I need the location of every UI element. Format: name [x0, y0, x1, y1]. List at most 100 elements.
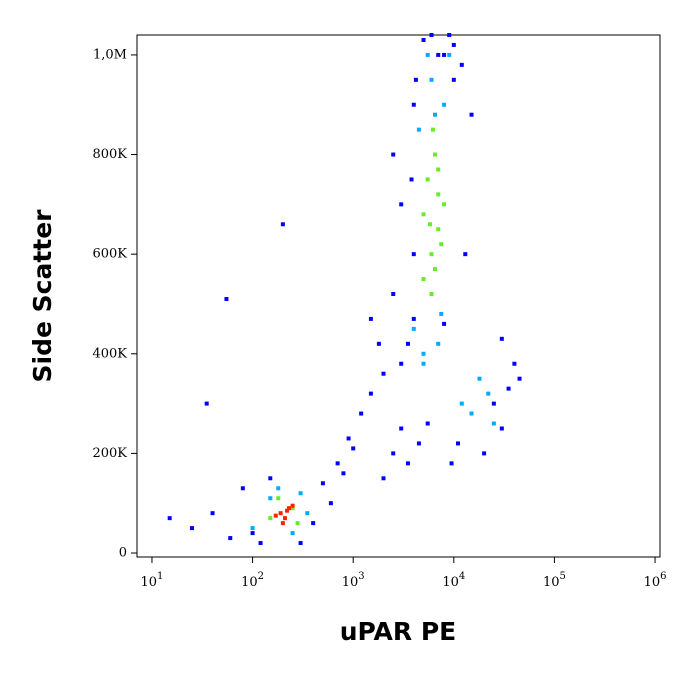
- point: [399, 202, 404, 207]
- point: [280, 521, 285, 526]
- point: [425, 177, 430, 182]
- point: [320, 481, 325, 486]
- point: [335, 461, 340, 466]
- point: [491, 421, 496, 426]
- point: [250, 531, 255, 536]
- point: [482, 451, 487, 456]
- point: [442, 102, 447, 107]
- point: [463, 252, 468, 257]
- point: [290, 506, 295, 511]
- y-tick-label: 200K: [92, 446, 127, 461]
- point: [399, 426, 404, 431]
- point: [425, 52, 430, 57]
- y-tick-label: 1,0M: [93, 47, 127, 62]
- point: [477, 376, 482, 381]
- x-tick-base: 10: [241, 575, 258, 590]
- point: [283, 516, 288, 521]
- point: [268, 476, 273, 481]
- point: [442, 321, 447, 326]
- point: [368, 391, 373, 396]
- point: [517, 376, 522, 381]
- point: [405, 461, 410, 466]
- x-tick-label: 101: [141, 571, 164, 590]
- point: [305, 511, 310, 516]
- x-tick-label: 106: [644, 571, 667, 590]
- point: [290, 531, 295, 536]
- x-tick-exponent: 1: [157, 571, 163, 582]
- point: [432, 112, 437, 117]
- x-tick-exponent: 3: [358, 571, 364, 582]
- point: [459, 62, 464, 67]
- point: [429, 252, 434, 257]
- point: [421, 361, 426, 366]
- point: [429, 292, 434, 297]
- point: [298, 491, 303, 496]
- point: [295, 521, 300, 526]
- point: [421, 212, 426, 217]
- point: [428, 222, 433, 227]
- point: [359, 411, 364, 416]
- point: [459, 401, 464, 406]
- point: [436, 341, 441, 346]
- point: [228, 536, 233, 541]
- point: [341, 471, 346, 476]
- point: [436, 192, 441, 197]
- x-tick-exponent: 5: [560, 571, 566, 582]
- point: [421, 37, 426, 42]
- point: [432, 267, 437, 272]
- point: [224, 296, 229, 301]
- point: [250, 526, 255, 531]
- point: [469, 112, 474, 117]
- point: [280, 222, 285, 227]
- point: [447, 52, 452, 57]
- y-tick-label: 800K: [92, 147, 127, 162]
- x-tick-base: 10: [141, 575, 158, 590]
- point: [430, 127, 435, 132]
- x-tick-base: 10: [442, 575, 459, 590]
- point: [439, 311, 444, 316]
- x-tick-exponent: 4: [459, 571, 465, 582]
- plot-frame: [136, 34, 661, 558]
- point: [442, 52, 447, 57]
- x-tick-label: 105: [543, 571, 566, 590]
- point: [285, 508, 290, 513]
- point: [278, 511, 283, 516]
- point: [190, 526, 195, 531]
- x-tick-exponent: 2: [258, 571, 264, 582]
- point: [381, 371, 386, 376]
- x-axis-title: uPAR PE: [340, 617, 457, 646]
- point: [429, 77, 434, 82]
- y-tick-label: 0: [119, 546, 127, 561]
- point: [411, 326, 416, 331]
- point: [413, 77, 418, 82]
- x-tick-base: 10: [342, 575, 359, 590]
- point: [346, 436, 351, 441]
- point: [258, 541, 263, 546]
- point: [298, 541, 303, 546]
- x-tick-label: 103: [342, 571, 365, 590]
- point: [351, 446, 356, 451]
- point: [286, 506, 291, 511]
- x-tick-label: 102: [241, 571, 264, 590]
- point: [421, 277, 426, 282]
- point: [409, 177, 414, 182]
- point: [290, 503, 295, 508]
- point: [442, 202, 447, 207]
- y-axis-title: Side Scatter: [28, 209, 57, 383]
- x-tick-base: 10: [644, 575, 661, 590]
- point: [486, 391, 491, 396]
- point: [447, 33, 452, 37]
- point: [416, 441, 421, 446]
- point: [411, 252, 416, 257]
- point: [405, 341, 410, 346]
- point: [451, 77, 456, 82]
- point: [204, 401, 209, 406]
- point: [273, 513, 278, 518]
- point: [499, 336, 504, 341]
- point: [432, 152, 437, 157]
- point: [491, 401, 496, 406]
- point: [268, 496, 273, 501]
- y-tick-label: 600K: [92, 247, 127, 262]
- point: [411, 316, 416, 321]
